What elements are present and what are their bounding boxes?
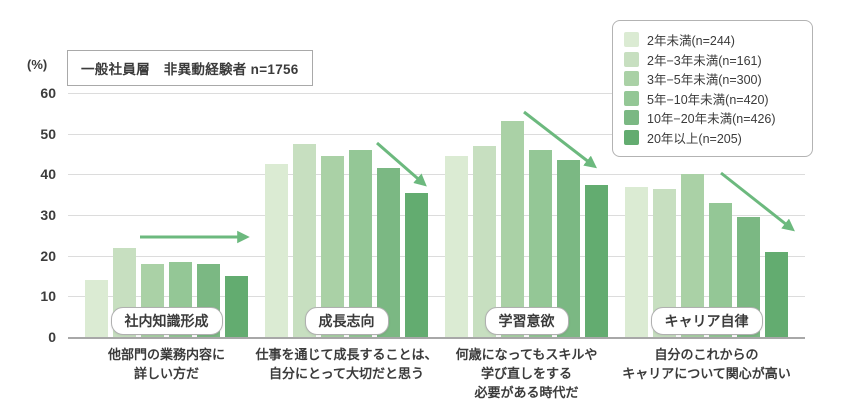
bar-group4-series5 [737,217,760,337]
bar-group1-series6 [225,276,248,337]
legend-label-3: 3年−5年未満(n=300) [647,73,762,88]
group-tag-3: 学習意欲 [484,307,569,335]
legend-label-1: 2年未満(n=244) [647,34,735,48]
y-tick-label-50: 50 [40,125,56,142]
legend-item-2: 2年−3年未満(n=161) [624,50,801,69]
legend-item-6: 20年以上(n=205) [624,128,801,147]
x-axis-label-line: 詳しい方だ [133,366,200,381]
bar-group4-series2 [653,188,676,337]
gridline-20 [68,255,805,257]
legend-box: 2年未満(n=244) 2年−3年未満(n=161) 3年−5年未満(n=300) 5… [612,20,813,157]
y-tick-label-10: 10 [40,288,56,305]
y-tick-label-20: 20 [40,247,56,264]
legend-label-5: 10年−20年未満(n=426) [647,112,776,127]
group-tag-1: 社内知識形成 [110,307,223,335]
legend-swatch-1 [624,32,639,47]
bar-group4-series1 [625,186,648,337]
legend-swatch-6 [624,129,639,145]
y-tick-label-0: 0 [48,329,56,345]
group-tag-2: 成長志向 [304,307,389,335]
bar-group4-series3 [681,174,704,337]
x-axis-baseline [68,336,805,339]
bar-group2-series2 [293,143,316,337]
legend-item-5: 10年−20年未満(n=426) [624,108,801,127]
sample-title-box: 一般社員層 非異動経験者 n=1756 [67,50,313,86]
legend-swatch-5 [624,110,639,126]
bar-group4-series6 [765,251,788,337]
legend-label-4: 5年−10年未満(n=420) [647,92,769,107]
legend-item-4: 5年−10年未満(n=420) [624,89,801,108]
x-axis-label-line: 必要がある時代だ [474,385,579,400]
bar-group4-series4 [709,202,732,337]
bar-group2-series1 [265,164,288,337]
bar-group3-series3 [501,121,524,337]
x-axis-label-4: 自分のこれからのキャリアについて関心が高い [622,345,791,383]
bar-group3-series4 [529,149,552,337]
gridline-10 [68,296,805,298]
y-tick-label-60: 60 [40,85,56,101]
x-axis-label-line: 他部門の業務内容に [107,347,226,362]
group-tag-4: キャリア自律 [650,307,763,335]
legend-item-3: 3年−5年未満(n=300) [624,69,801,88]
bar-group3-series5 [557,160,580,337]
bar-group3-series2 [473,145,496,337]
bar-group2-series3 [321,156,344,337]
bar-group2-series4 [349,149,372,337]
x-axis-label-line: 学び直しをする [480,366,573,381]
x-axis-label-line: 自分にとって大切だと思う [269,366,424,381]
x-axis-label-line: 何歳になってもスキルや [455,347,598,362]
x-axis-label-line: 自分のこれからの [654,347,759,362]
y-tick-label-40: 40 [40,166,56,183]
legend-label-2: 2年−3年未満(n=161) [647,53,762,68]
x-axis-label-3: 何歳になってもスキルや 学び直しをする 必要がある時代だ [456,345,598,402]
bar-group1-series1 [85,280,108,337]
legend-item-1: 2年未満(n=244) [624,30,801,49]
x-axis-label-line: キャリアについて関心が高い [622,366,791,381]
bar-group3-series1 [445,156,468,337]
y-axis-unit-label: (%) [27,57,48,72]
bar-group2-series5 [377,168,400,337]
bar-group3-series6 [585,184,608,337]
legend-label-6: 20年以上(n=205) [647,131,742,146]
legend-swatch-2 [624,51,639,67]
gridline-60 [68,93,805,94]
gridline-40 [68,174,805,176]
legend-swatch-3 [624,71,639,87]
bar-group2-series6 [405,192,428,337]
x-axis-label-2: 仕事を通じて成長することは、 自分にとって大切だと思う [255,345,437,383]
y-tick-label-30: 30 [40,207,56,223]
sample-title-text: 一般社員層 非異動経験者 n=1756 [81,62,299,77]
legend-swatch-4 [624,90,639,106]
gridline-30 [68,215,805,216]
gridline-50 [68,133,805,135]
x-axis-label-line: 仕事を通じて成長することは、 [255,347,438,362]
x-axis-label-1: 他部門の業務内容に 詳しい方だ [108,345,225,383]
